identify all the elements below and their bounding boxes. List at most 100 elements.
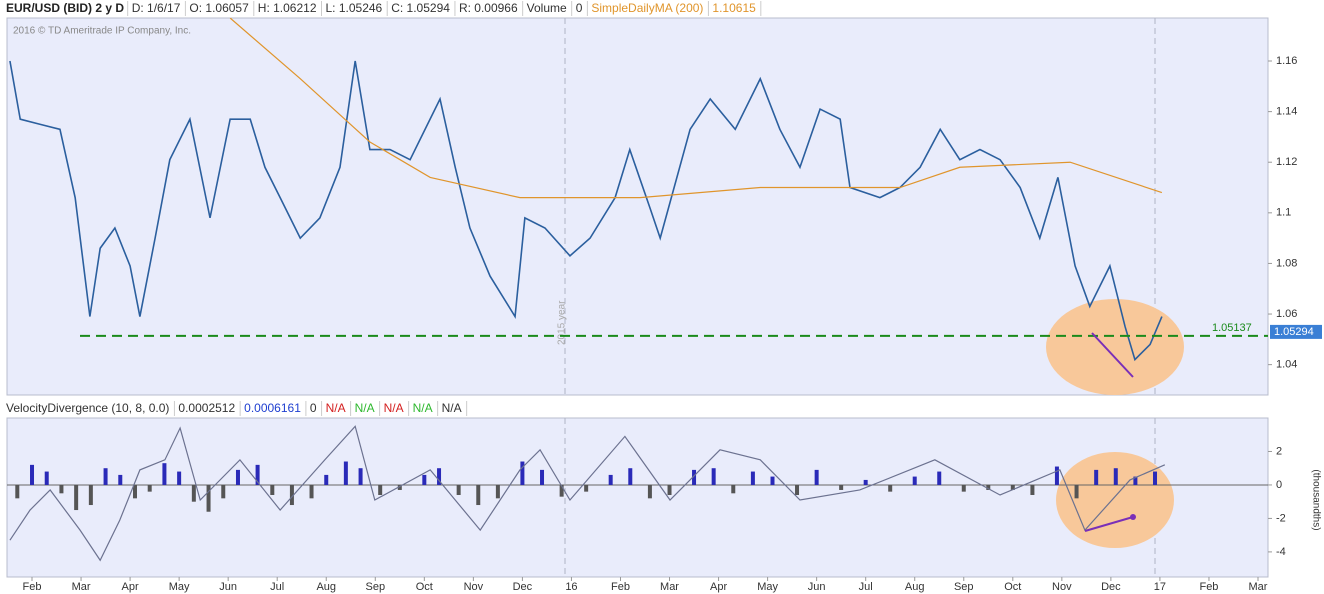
x-tick-label: 16 [565,581,577,593]
x-tick-label: Sep [365,581,385,593]
x-tick-label: Dec [513,581,533,593]
bar [750,471,755,485]
bar [520,461,525,485]
trend-line [1091,332,1134,378]
header-bar [0,0,1268,17]
bar [44,471,49,485]
bar [540,469,545,485]
indicator-plot [7,425,1268,562]
highlight [1046,299,1184,395]
x-tick-label: Mar [72,581,91,593]
x-tick-label: Feb [611,581,630,593]
x-tick-label: Jul [270,581,284,593]
bar [559,484,564,497]
bar [309,484,314,499]
y-tick-label: 2 [1276,445,1282,457]
x-tick-label: 17 [1154,581,1166,593]
bar [863,479,868,485]
bar [888,484,893,492]
bar [343,461,348,485]
header-field: N/A [326,401,346,415]
series-line [229,18,1163,199]
x-tick-label: Mar [660,581,679,593]
bar [59,484,64,494]
bar [221,484,226,499]
header-field: 0.0006161 [244,401,301,415]
header-field: H: 1.06212 [258,1,317,15]
bar [30,464,35,485]
bar [162,463,167,485]
bar [667,484,672,495]
bar [1153,471,1158,485]
bar [628,468,633,485]
bar [495,484,500,499]
axes: Feb Mar Apr May Jun Jul Aug Sep Oct Nov Dec 16 Feb Ma… [23,55,1322,593]
bar [731,484,736,494]
bar [647,484,652,499]
copyright: 2016 © TD Ameritrade IP Company, Inc. [13,26,191,37]
header-field: 1.10615 [712,1,756,15]
x-tick-label: Jun [808,581,826,593]
bar [1094,469,1099,485]
x-tick-label: Aug [316,581,336,593]
y-tick-label: 1.1 [1276,207,1291,219]
y-tick-label: 1.12 [1276,156,1297,168]
header-field: N/A [413,401,433,415]
x-tick-label: Nov [1052,581,1072,593]
last-price-box [1270,324,1322,339]
y-axis-label: (thousandths) [1310,469,1321,530]
bar [103,468,108,485]
header-field: D: 1/6/17 [132,1,181,15]
support-label: 1.05137 [1212,322,1252,334]
bar [1054,466,1059,485]
bar [1113,468,1118,485]
header-field: SimpleDailyMA (200) [591,1,703,15]
bar [206,484,211,512]
bar [1030,484,1035,495]
x-tick-label: Sep [954,581,974,593]
bar [74,484,79,511]
x-tick-label: Jun [219,581,237,593]
x-tick-label: Oct [416,581,433,593]
x-tick-label: Jul [859,581,873,593]
bar [118,474,123,485]
bar [584,484,589,492]
header-field: VelocityDivergence (10, 8, 0.0) [6,401,169,415]
y-tick-label: -2 [1276,512,1286,524]
bar [476,484,481,506]
y-tick-label: 1.04 [1276,359,1297,371]
bar [177,471,182,485]
bar [15,484,20,499]
bar [147,484,152,492]
x-tick-label: Apr [710,581,727,593]
header-field: L: 1.05246 [326,1,383,15]
bar [937,471,942,485]
header: EUR/USD (BID) 2 y D D: 1/6/17 O: 1.06057 H:… [0,0,1268,417]
bar [289,484,294,506]
header-field: 0 [576,1,583,15]
x-tick-label: Dec [1101,581,1121,593]
y-tick-label: 1.08 [1276,257,1297,269]
bar [88,484,93,506]
bar [397,484,402,490]
bar [795,484,800,495]
y-tick-label: 1.14 [1276,106,1297,118]
x-tick-label: Oct [1004,581,1021,593]
x-tick-label: Aug [905,581,925,593]
bar [456,484,461,495]
header-bar [0,400,1268,417]
x-tick-label: Nov [464,581,484,593]
x-tick-label: Apr [122,581,139,593]
bar [270,484,275,495]
y-tick-label: 1.06 [1276,308,1297,320]
header-field: R: 0.00966 [459,1,518,15]
bar [839,484,844,490]
series-line [9,425,1166,562]
bar [961,484,966,492]
bar [358,468,363,485]
bar [132,484,137,499]
y-tick-label: 1.16 [1276,55,1297,67]
bar [324,474,329,485]
x-tick-label: Feb [1199,581,1218,593]
